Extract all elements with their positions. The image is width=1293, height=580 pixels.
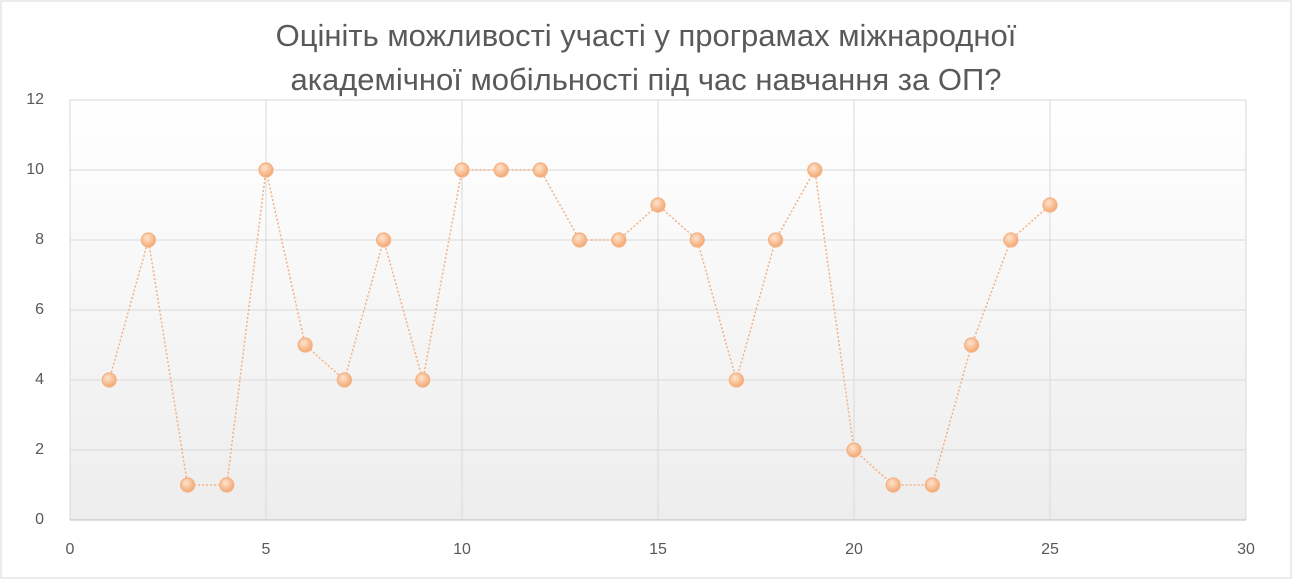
data-point (924, 477, 941, 493)
data-point (297, 337, 313, 353)
data-point (454, 162, 470, 178)
data-point (885, 477, 901, 493)
data-point (493, 162, 509, 178)
data-point (376, 232, 392, 248)
data-point (728, 372, 745, 388)
data-point (963, 337, 980, 353)
data-point (611, 232, 627, 248)
y-tick-label: 8 (35, 231, 44, 248)
x-tick-label: 15 (649, 541, 667, 558)
y-tick-label: 2 (35, 441, 44, 458)
x-tick-label: 5 (262, 541, 271, 558)
chart-title: Оцініть можливості участі у програмах мі… (275, 18, 1017, 97)
data-point (650, 197, 666, 213)
data-point (336, 372, 352, 388)
y-tick-label: 12 (26, 91, 44, 108)
y-tick-label: 4 (35, 371, 44, 388)
data-point (1003, 232, 1019, 248)
data-point (689, 232, 705, 248)
data-point (180, 477, 196, 493)
x-tick-label: 10 (453, 541, 471, 558)
y-tick-label: 6 (35, 301, 44, 318)
data-point (415, 372, 431, 388)
x-tick-label: 20 (845, 541, 863, 558)
data-point (532, 162, 549, 178)
y-tick-label: 10 (26, 161, 44, 178)
data-point (846, 442, 862, 458)
y-tick-label: 0 (35, 511, 44, 528)
data-point (101, 372, 117, 388)
data-point (767, 232, 784, 248)
data-point (219, 477, 235, 493)
data-point (807, 162, 823, 178)
x-tick-label: 0 (66, 541, 75, 558)
data-point (571, 232, 588, 248)
x-tick-label: 30 (1237, 541, 1255, 558)
data-point (1042, 197, 1058, 213)
data-point (140, 232, 156, 248)
x-tick-label: 25 (1041, 541, 1059, 558)
data-point (258, 162, 274, 178)
